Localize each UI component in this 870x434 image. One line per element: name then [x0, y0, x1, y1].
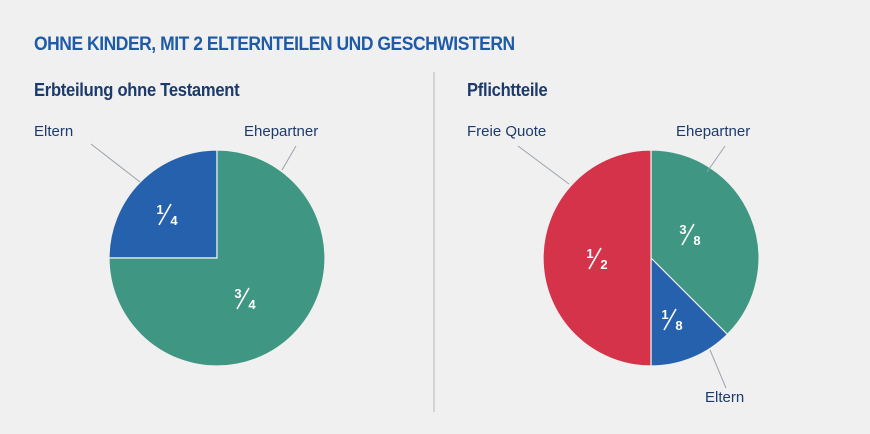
svg-text:1: 1 — [661, 307, 668, 322]
pie-slice-eltern — [650, 256, 729, 367]
svg-text:3: 3 — [234, 286, 241, 301]
svg-text:3: 3 — [679, 222, 686, 237]
svg-text:1: 1 — [586, 246, 593, 261]
legend-label-ehepartner: Ehepartner — [676, 123, 750, 140]
slice-value-ehepartner: 38 — [679, 222, 700, 248]
legend-label-freie-quote: Freie Quote — [467, 123, 546, 140]
slice-value-ehepartner: 34 — [234, 286, 256, 312]
callout-line-freie-quote — [517, 145, 570, 185]
chart-title-right: Pflichtteile — [467, 80, 548, 100]
divider — [433, 72, 435, 412]
page-title: OHNE KINDER, MIT 2 ELTERNTEILEN UND GESC… — [34, 34, 515, 55]
callout-line-ehepartner — [281, 145, 297, 171]
legend-label-ehepartner: Ehepartner — [244, 123, 318, 140]
callout-line-ehepartner — [706, 145, 726, 173]
pie-slice-ehepartner — [108, 149, 326, 367]
legend-label-eltern: Eltern — [34, 123, 73, 140]
pie-slice-eltern — [108, 149, 218, 259]
callout-line-eltern — [709, 349, 727, 389]
pie-slice-freie-quote — [542, 149, 652, 367]
svg-text:1: 1 — [156, 202, 163, 217]
svg-text:4: 4 — [248, 297, 256, 312]
legend-label-eltern: Eltern — [705, 389, 744, 406]
svg-text:8: 8 — [693, 233, 700, 248]
slice-value-freie-quote: 12 — [586, 246, 607, 272]
svg-text:8: 8 — [675, 318, 682, 333]
slice-value-eltern: 14 — [156, 202, 178, 228]
callout-line-eltern — [90, 143, 141, 183]
slice-value-eltern: 18 — [661, 307, 682, 333]
chart-title-left: Erbteilung ohne Testament — [34, 80, 240, 100]
svg-text:2: 2 — [600, 257, 607, 272]
svg-text:4: 4 — [170, 213, 178, 228]
pie-slice-ehepartner — [650, 149, 760, 336]
